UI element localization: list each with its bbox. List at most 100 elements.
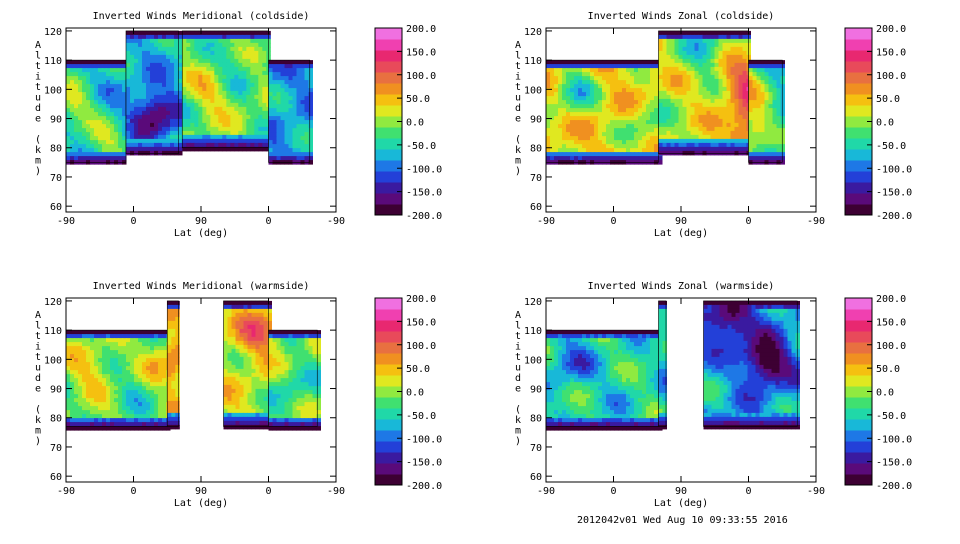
x-axis-label: Lat (deg): [174, 228, 228, 239]
colorbar-tick-label: 200.0: [406, 294, 436, 305]
colorbar-tick-label: -200.0: [876, 211, 912, 222]
chart-panel-0: Inverted Winds Meridional (coldside) -90 0…: [35, 11, 442, 239]
colorbar-swatch: [375, 375, 402, 387]
x-axis-label: Lat (deg): [174, 498, 228, 509]
colorbar-swatch: [845, 353, 872, 365]
y-tick-label: 110: [44, 326, 62, 337]
colorbar-swatch: [375, 127, 402, 139]
chart-panel-2: Inverted Winds Meridional (warmside) -90 0…: [35, 281, 442, 509]
colorbar-tick-label: 100.0: [406, 341, 436, 352]
colorbar-tick-label: 0.0: [876, 388, 894, 399]
y-tick-label: 60: [50, 202, 62, 213]
field-layer: [66, 301, 321, 431]
colorbar-swatch: [375, 298, 402, 310]
colorbar-tick-label: -200.0: [406, 481, 442, 492]
footer-timestamp: 2012042v01 Wed Aug 10 09:33:55 2016: [577, 515, 788, 526]
colorbar-swatch: [845, 342, 872, 354]
colorbar-swatch: [375, 430, 402, 442]
x-tick-label: -90: [327, 486, 345, 497]
colorbar-tick-label: 0.0: [406, 118, 424, 129]
colorbar-swatch: [845, 375, 872, 387]
y-tick-label: 70: [50, 173, 62, 184]
y-tick-label: 70: [530, 173, 542, 184]
y-tick-label: 70: [50, 443, 62, 454]
colorbar-swatch: [375, 28, 402, 40]
colorbar-tick-label: 100.0: [876, 71, 906, 82]
colorbar-tick-label: -150.0: [876, 458, 912, 469]
x-tick-label: 0: [130, 216, 136, 227]
colorbar-swatch: [845, 72, 872, 84]
y-tick-label: 80: [530, 414, 542, 425]
y-tick-label: 90: [50, 115, 62, 126]
field-layer: [66, 31, 313, 165]
colorbar-swatch: [375, 364, 402, 376]
colorbar-swatch: [845, 204, 872, 216]
y-tick-label: 80: [530, 144, 542, 155]
colorbar-swatch: [845, 193, 872, 205]
colorbar-tick-label: 50.0: [406, 94, 430, 105]
colorbar: 200.0150.0100.050.00.0-50.0-100.0-150.0-…: [845, 24, 912, 222]
colorbar-tick-label: 200.0: [876, 294, 906, 305]
y-tick-label: 70: [530, 443, 542, 454]
colorbar-tick-label: 50.0: [876, 94, 900, 105]
x-tick-label: 0: [745, 216, 751, 227]
colorbar-swatch: [845, 331, 872, 343]
colorbar-tick-label: 200.0: [876, 24, 906, 35]
x-tick-label: -90: [57, 216, 75, 227]
colorbar-tick-label: -150.0: [406, 188, 442, 199]
colorbar-swatch: [375, 149, 402, 161]
colorbar-tick-label: 150.0: [876, 317, 906, 328]
colorbar-tick-label: 150.0: [876, 47, 906, 58]
colorbar-swatch: [375, 474, 402, 486]
y-tick-label: 100: [524, 85, 542, 96]
colorbar-tick-label: -150.0: [876, 188, 912, 199]
colorbar-swatch: [845, 474, 872, 486]
x-tick-label: -90: [57, 486, 75, 497]
colorbar-swatch: [375, 353, 402, 365]
y-tick-label: 100: [44, 355, 62, 366]
colorbar-swatch: [375, 331, 402, 343]
y-tick-label: 60: [50, 472, 62, 483]
colorbar-swatch: [845, 138, 872, 150]
chart-title: Inverted Winds Zonal (coldside): [588, 11, 775, 22]
colorbar-swatch: [845, 441, 872, 453]
y-tick-label: 100: [524, 355, 542, 366]
colorbar-swatch: [375, 342, 402, 354]
colorbar-swatch: [845, 149, 872, 161]
colorbar-swatch: [845, 364, 872, 376]
colorbar-swatch: [845, 94, 872, 106]
colorbar-swatch: [375, 408, 402, 420]
y-tick-label: 90: [530, 385, 542, 396]
colorbar: 200.0150.0100.050.00.0-50.0-100.0-150.0-…: [375, 294, 442, 492]
y-tick-label: 90: [50, 385, 62, 396]
colorbar-tick-label: -200.0: [406, 211, 442, 222]
x-tick-label: -90: [537, 216, 555, 227]
y-tick-label: 100: [44, 85, 62, 96]
colorbar-swatch: [845, 397, 872, 409]
x-tick-label: 0: [745, 486, 751, 497]
colorbar-swatch: [375, 72, 402, 84]
colorbar-swatch: [845, 463, 872, 475]
colorbar-tick-label: -100.0: [406, 434, 442, 445]
x-axis-label: Lat (deg): [654, 498, 708, 509]
chart-title: Inverted Winds Meridional (coldside): [93, 11, 310, 22]
colorbar-swatch: [375, 204, 402, 216]
colorbar-swatch: [845, 171, 872, 183]
colorbar-swatch: [375, 441, 402, 453]
colorbar-swatch: [375, 397, 402, 409]
field-layer: [546, 31, 785, 165]
colorbar-swatch: [845, 83, 872, 95]
x-tick-label: 90: [675, 486, 687, 497]
colorbar: 200.0150.0100.050.00.0-50.0-100.0-150.0-…: [375, 24, 442, 222]
colorbar-swatch: [845, 160, 872, 172]
chart-title: Inverted Winds Meridional (warmside): [93, 281, 310, 292]
colorbar-swatch: [375, 463, 402, 475]
colorbar-tick-label: 0.0: [876, 118, 894, 129]
colorbar: 200.0150.0100.050.00.0-50.0-100.0-150.0-…: [845, 294, 912, 492]
colorbar-tick-label: -50.0: [406, 411, 436, 422]
x-tick-label: 0: [265, 486, 271, 497]
colorbar-tick-label: -50.0: [876, 411, 906, 422]
colorbar-swatch: [375, 419, 402, 431]
